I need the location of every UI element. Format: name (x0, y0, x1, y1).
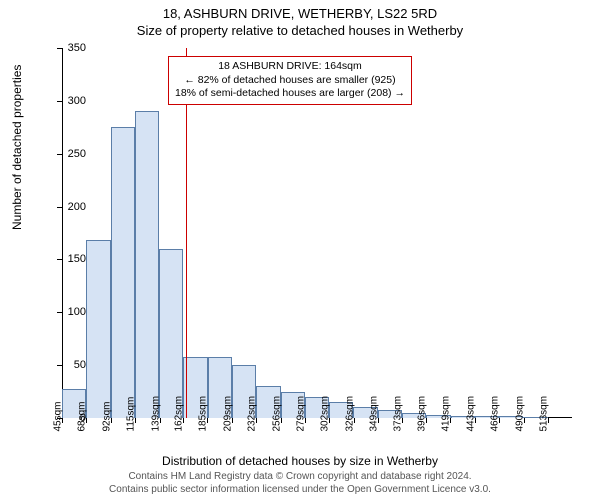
annotation-line: 18 ASHBURN DRIVE: 164sqm (175, 60, 405, 74)
title-main: 18, ASHBURN DRIVE, WETHERBY, LS22 5RD (0, 0, 600, 21)
y-tick (57, 207, 62, 208)
histogram-bar (159, 249, 183, 418)
y-tick (57, 365, 62, 366)
y-tick-label: 100 (68, 306, 86, 318)
x-axis-label: Distribution of detached houses by size … (0, 454, 600, 468)
annotation-box: 18 ASHBURN DRIVE: 164sqm← 82% of detache… (168, 56, 412, 105)
y-axis-line (62, 48, 63, 418)
y-tick (57, 312, 62, 313)
footer-line2: Contains public sector information licen… (0, 483, 600, 496)
annotation-line: 18% of semi-detached houses are larger (… (175, 87, 405, 101)
chart-area: 18 ASHBURN DRIVE: 164sqm← 82% of detache… (62, 48, 572, 418)
title-sub: Size of property relative to detached ho… (0, 21, 600, 38)
y-tick (57, 154, 62, 155)
plot-region: 18 ASHBURN DRIVE: 164sqm← 82% of detache… (62, 48, 572, 418)
y-tick-label: 200 (68, 201, 86, 213)
y-axis-label: Number of detached properties (10, 65, 24, 230)
y-tick (57, 101, 62, 102)
chart-container: 18, ASHBURN DRIVE, WETHERBY, LS22 5RD Si… (0, 0, 600, 500)
y-tick-label: 350 (68, 42, 86, 54)
y-tick-label: 50 (74, 359, 86, 371)
annotation-line: ← 82% of detached houses are smaller (92… (175, 74, 405, 88)
y-tick-label: 250 (68, 148, 86, 160)
y-tick-label: 300 (68, 95, 86, 107)
histogram-bar (135, 111, 159, 418)
y-tick-label: 150 (68, 253, 86, 265)
footer-line1: Contains HM Land Registry data © Crown c… (0, 470, 600, 483)
histogram-bar (86, 240, 110, 418)
footer-attribution: Contains HM Land Registry data © Crown c… (0, 470, 600, 496)
y-tick (57, 48, 62, 49)
histogram-bar (111, 127, 135, 418)
y-tick (57, 259, 62, 260)
